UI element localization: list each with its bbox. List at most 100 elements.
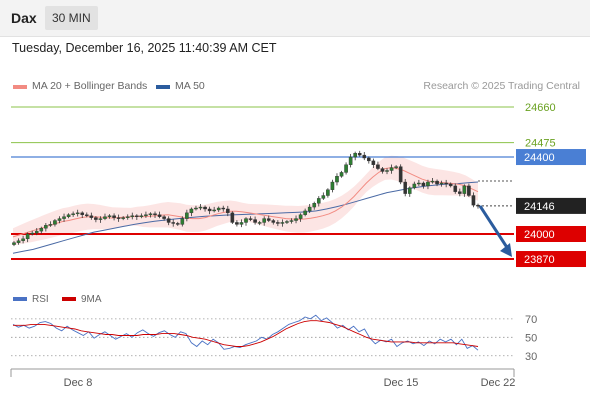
candle bbox=[371, 158, 376, 168]
candle-body bbox=[207, 208, 212, 212]
candle bbox=[226, 205, 230, 217]
candle bbox=[244, 217, 248, 226]
candle bbox=[94, 216, 98, 223]
candle-body bbox=[294, 218, 298, 221]
candle-body bbox=[175, 223, 180, 225]
candle bbox=[353, 151, 357, 161]
candle bbox=[367, 156, 371, 164]
rsi-line bbox=[12, 314, 479, 351]
candle bbox=[417, 179, 421, 187]
candle bbox=[276, 220, 280, 227]
candle bbox=[398, 164, 403, 185]
candle bbox=[357, 150, 362, 157]
x-tick-label: Dec 8 bbox=[64, 377, 93, 389]
ma9-legend-swatch bbox=[62, 297, 76, 301]
candle bbox=[407, 186, 412, 197]
candle bbox=[471, 192, 476, 208]
candle-body bbox=[458, 191, 462, 194]
candle bbox=[426, 179, 430, 190]
candle bbox=[403, 178, 408, 197]
candle bbox=[458, 188, 462, 197]
candle-body bbox=[107, 215, 112, 217]
level-tag-23870 bbox=[516, 251, 586, 268]
candle bbox=[25, 232, 30, 243]
candle-body bbox=[166, 218, 171, 223]
candle-body bbox=[430, 180, 435, 183]
candle bbox=[166, 216, 171, 226]
candle-body bbox=[344, 164, 348, 173]
candle bbox=[421, 181, 426, 189]
candle-body bbox=[34, 230, 39, 234]
candle bbox=[453, 183, 458, 194]
candle bbox=[394, 165, 398, 170]
candle bbox=[239, 219, 244, 228]
candle-body bbox=[380, 168, 385, 172]
candle-body bbox=[421, 182, 426, 187]
candle-body bbox=[298, 214, 303, 219]
candle bbox=[62, 213, 66, 222]
candle bbox=[316, 196, 321, 207]
candle bbox=[430, 178, 435, 184]
candle bbox=[280, 219, 285, 227]
timeframe-button[interactable]: 30 MIN bbox=[45, 6, 98, 30]
candle bbox=[44, 223, 48, 232]
candle bbox=[330, 179, 335, 193]
candle bbox=[271, 218, 276, 225]
candle bbox=[203, 205, 207, 212]
candle bbox=[344, 162, 348, 175]
candle bbox=[112, 213, 116, 221]
symbol-label: Dax bbox=[11, 10, 37, 26]
candle bbox=[153, 211, 157, 219]
candle-body bbox=[462, 185, 467, 194]
candle bbox=[121, 216, 125, 221]
candle bbox=[130, 212, 135, 220]
candle-body bbox=[367, 157, 371, 162]
candle bbox=[66, 213, 71, 219]
candle bbox=[230, 211, 235, 224]
candle bbox=[253, 216, 257, 225]
ma9-legend-label: 9MA bbox=[81, 294, 102, 305]
candle bbox=[248, 216, 253, 222]
candle-body bbox=[135, 215, 139, 217]
candle-body bbox=[357, 152, 362, 156]
credit-text: Research © 2025 Trading Central bbox=[423, 80, 580, 92]
candle-body bbox=[289, 220, 294, 222]
candle-body bbox=[89, 215, 94, 218]
x-tick-label: Dec 22 bbox=[481, 377, 516, 389]
candle bbox=[462, 184, 467, 197]
rsi-legend-label: RSI bbox=[32, 294, 49, 305]
last-price-tag bbox=[516, 197, 586, 214]
candle-body bbox=[171, 222, 176, 224]
candle-body bbox=[112, 215, 116, 218]
candle-body bbox=[339, 172, 344, 177]
legend-ma20-label: MA 20 + Bollinger Bands bbox=[32, 80, 148, 92]
candle bbox=[444, 179, 448, 188]
candle bbox=[348, 153, 353, 168]
candle-body bbox=[16, 240, 21, 243]
candle bbox=[116, 214, 121, 222]
forecast-arrow-line bbox=[478, 205, 510, 250]
candle bbox=[266, 215, 271, 223]
candle bbox=[16, 238, 21, 245]
candle bbox=[57, 216, 62, 224]
candle-body bbox=[53, 220, 57, 225]
candle-body bbox=[185, 212, 189, 219]
bollinger-band bbox=[13, 155, 478, 246]
candle bbox=[207, 206, 212, 215]
legend-ma50-swatch bbox=[156, 85, 170, 89]
candle-body bbox=[394, 166, 398, 168]
candle-body bbox=[439, 182, 444, 185]
candle-body bbox=[398, 166, 403, 183]
chart-subtitle: Tuesday, December 16, 2025 11:40:39 AM C… bbox=[12, 41, 277, 55]
candle bbox=[303, 208, 307, 217]
candle-body bbox=[316, 198, 321, 204]
candle bbox=[262, 216, 266, 226]
legend-ma50-label: MA 50 bbox=[175, 80, 205, 92]
candle-body bbox=[148, 213, 153, 215]
candle-body bbox=[280, 222, 285, 224]
candle-body bbox=[230, 212, 235, 223]
candle-body bbox=[125, 216, 130, 218]
candle-body bbox=[212, 209, 216, 212]
candle-body bbox=[471, 195, 476, 206]
